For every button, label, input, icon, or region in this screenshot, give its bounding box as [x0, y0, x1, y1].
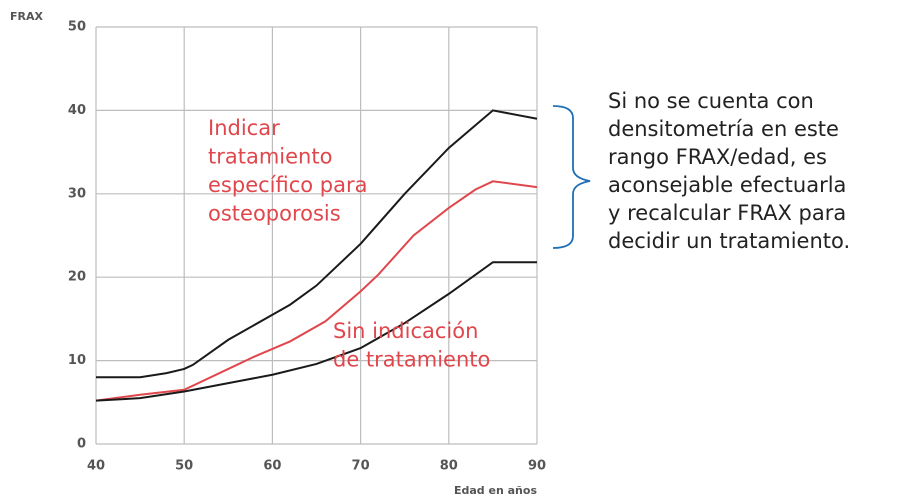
x-axis-label: Edad en años [454, 484, 537, 497]
annotation: rango FRAX/edad, es [608, 145, 827, 169]
annotation: específico para [208, 173, 368, 197]
annotation: de tratamiento [333, 348, 490, 372]
annotation: tratamiento [208, 145, 332, 169]
y-tick-label: 40 [68, 103, 86, 118]
annotation: Si no se cuenta con [608, 89, 814, 113]
y-tick-label: 20 [68, 270, 86, 285]
annotation: y recalcular FRAX para [608, 201, 846, 225]
x-tick-label: 70 [352, 459, 370, 474]
y-tick-label: 30 [68, 186, 86, 201]
x-tick-label: 50 [175, 459, 193, 474]
annotation: decidir un tratamiento. [608, 229, 850, 253]
y-tick-label: 10 [68, 353, 86, 368]
line [95, 180, 538, 402]
line [95, 261, 537, 402]
line [96, 109, 538, 379]
bracket [552, 105, 591, 249]
annotation: Indicar [208, 116, 280, 140]
x-tick-label: 60 [263, 459, 281, 474]
annotation: densitometría en este [608, 117, 839, 141]
annotation: aconsejable efectuarla [608, 173, 846, 197]
annotation: osteoporosis [208, 202, 341, 226]
x-tick-label: 80 [440, 459, 458, 474]
y-axis-label: FRAX [10, 10, 43, 23]
x-tick-label: 40 [87, 459, 105, 474]
x-tick-label: 90 [528, 459, 546, 474]
annotation: Sin indicación [333, 319, 478, 343]
y-tick-label: 0 [77, 437, 86, 452]
y-tick-label: 50 [68, 20, 86, 35]
